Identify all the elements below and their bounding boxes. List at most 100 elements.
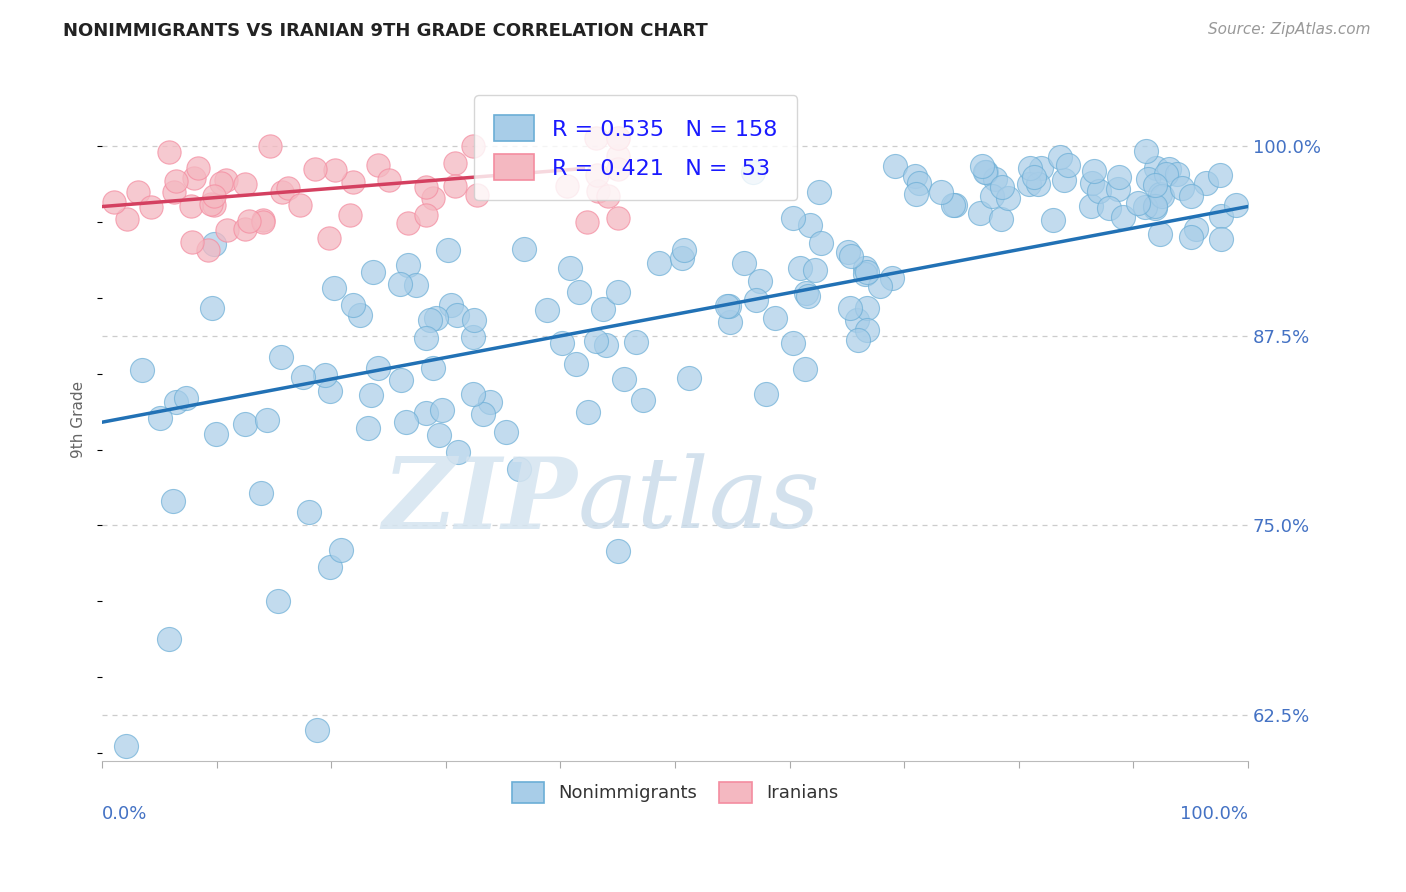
- Iranians: [202, 189, 225, 203]
- Nonimmigrants: [233, 417, 256, 432]
- Nonimmigrants: [162, 493, 184, 508]
- Nonimmigrants: [997, 190, 1019, 204]
- Iranians: [596, 189, 619, 203]
- Iranians: [588, 184, 610, 198]
- Nonimmigrants: [1225, 198, 1247, 212]
- Nonimmigrants: [367, 361, 389, 376]
- Nonimmigrants: [131, 363, 153, 377]
- Iranians: [162, 185, 184, 199]
- Nonimmigrants: [613, 372, 636, 386]
- Nonimmigrants: [884, 159, 907, 173]
- Nonimmigrants: [1211, 232, 1233, 246]
- Nonimmigrants: [461, 386, 484, 401]
- Nonimmigrants: [846, 333, 869, 347]
- Iranians: [342, 175, 364, 189]
- Nonimmigrants: [250, 485, 273, 500]
- Iranians: [215, 223, 238, 237]
- Nonimmigrants: [718, 299, 741, 313]
- Nonimmigrants: [205, 426, 228, 441]
- Nonimmigrants: [342, 298, 364, 312]
- Iranians: [235, 221, 257, 235]
- Nonimmigrants: [1159, 162, 1181, 177]
- Iranians: [318, 231, 340, 245]
- Nonimmigrants: [1144, 161, 1167, 176]
- Nonimmigrants: [1152, 188, 1174, 202]
- Nonimmigrants: [422, 361, 444, 376]
- Nonimmigrants: [558, 261, 581, 276]
- Nonimmigrants: [1137, 171, 1160, 186]
- Iranians: [252, 213, 274, 227]
- Nonimmigrants: [931, 185, 953, 199]
- Nonimmigrants: [607, 544, 630, 558]
- Iranians: [396, 216, 419, 230]
- Nonimmigrants: [388, 277, 411, 291]
- Nonimmigrants: [495, 425, 517, 440]
- Nonimmigrants: [461, 330, 484, 344]
- Nonimmigrants: [440, 298, 463, 312]
- Nonimmigrants: [943, 198, 966, 212]
- Nonimmigrants: [718, 316, 741, 330]
- Iranians: [252, 215, 274, 229]
- Nonimmigrants: [980, 189, 1002, 203]
- Nonimmigrants: [551, 336, 574, 351]
- Nonimmigrants: [513, 242, 536, 256]
- Nonimmigrants: [869, 278, 891, 293]
- Nonimmigrants: [395, 415, 418, 429]
- Text: 100.0%: 100.0%: [1180, 805, 1249, 823]
- Nonimmigrants: [1166, 167, 1188, 181]
- Nonimmigrants: [1154, 167, 1177, 181]
- Iranians: [557, 178, 579, 193]
- Nonimmigrants: [984, 171, 1007, 186]
- Iranians: [183, 170, 205, 185]
- Nonimmigrants: [1143, 201, 1166, 215]
- Iranians: [422, 191, 444, 205]
- Nonimmigrants: [360, 388, 382, 402]
- Iranians: [461, 138, 484, 153]
- Nonimmigrants: [624, 334, 647, 349]
- Nonimmigrants: [576, 405, 599, 419]
- Nonimmigrants: [799, 218, 821, 232]
- Iranians: [197, 244, 219, 258]
- Iranians: [166, 174, 188, 188]
- Nonimmigrants: [969, 205, 991, 219]
- Iranians: [443, 156, 465, 170]
- Nonimmigrants: [855, 261, 877, 276]
- Legend: Nonimmigrants, Iranians: Nonimmigrants, Iranians: [505, 774, 845, 810]
- Nonimmigrants: [389, 373, 412, 387]
- Nonimmigrants: [907, 176, 929, 190]
- Nonimmigrants: [165, 395, 187, 409]
- Iranians: [187, 161, 209, 175]
- Y-axis label: 9th Grade: 9th Grade: [72, 381, 86, 458]
- Nonimmigrants: [508, 461, 530, 475]
- Iranians: [377, 173, 399, 187]
- Iranians: [465, 187, 488, 202]
- Text: NONIMMIGRANTS VS IRANIAN 9TH GRADE CORRELATION CHART: NONIMMIGRANTS VS IRANIAN 9TH GRADE CORRE…: [63, 22, 709, 40]
- Nonimmigrants: [1080, 176, 1102, 190]
- Nonimmigrants: [329, 543, 352, 558]
- Nonimmigrants: [1080, 199, 1102, 213]
- Iranians: [586, 168, 609, 182]
- Nonimmigrants: [1180, 230, 1202, 244]
- Nonimmigrants: [991, 180, 1014, 194]
- Nonimmigrants: [565, 357, 588, 371]
- Iranians: [415, 180, 437, 194]
- Nonimmigrants: [1049, 150, 1071, 164]
- Iranians: [202, 198, 225, 212]
- Nonimmigrants: [794, 285, 817, 300]
- Iranians: [233, 177, 256, 191]
- Nonimmigrants: [882, 271, 904, 285]
- Text: ZIP: ZIP: [382, 453, 578, 549]
- Nonimmigrants: [855, 301, 877, 315]
- Nonimmigrants: [763, 311, 786, 326]
- Nonimmigrants: [1171, 181, 1194, 195]
- Nonimmigrants: [807, 186, 830, 200]
- Nonimmigrants: [1135, 144, 1157, 158]
- Nonimmigrants: [447, 445, 470, 459]
- Nonimmigrants: [1019, 161, 1042, 175]
- Nonimmigrants: [446, 309, 468, 323]
- Nonimmigrants: [1022, 169, 1045, 184]
- Nonimmigrants: [846, 313, 869, 327]
- Nonimmigrants: [745, 293, 768, 307]
- Nonimmigrants: [405, 277, 427, 292]
- Nonimmigrants: [1053, 173, 1076, 187]
